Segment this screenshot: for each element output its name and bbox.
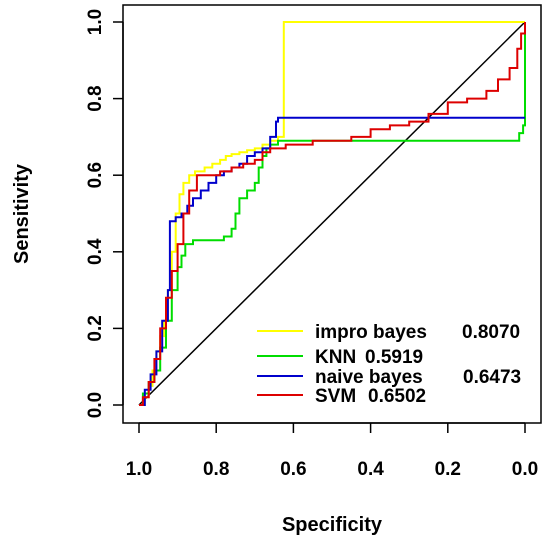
series-line-knn xyxy=(139,22,526,406)
y-tick-label: 0.6 xyxy=(85,162,106,188)
y-tick-label: 0.2 xyxy=(85,315,106,341)
y-axis: 0.0 0.2 0.4 0.6 0.8 1.0 xyxy=(85,9,124,418)
legend-auc-value: 0.5919 xyxy=(365,347,423,368)
x-tick-label: 0.0 xyxy=(512,459,538,480)
y-axis-title: Sensitivity xyxy=(11,163,33,264)
legend-auc-value: 0.6502 xyxy=(368,386,426,407)
x-axis-title: Specificity xyxy=(282,514,383,536)
reference-diagonal-line xyxy=(138,21,526,406)
series-line-svm xyxy=(139,22,526,406)
x-tick-label: 0.2 xyxy=(435,459,461,480)
y-tick-label: 0.8 xyxy=(85,85,106,111)
y-tick-label: 1.0 xyxy=(85,9,106,35)
legend-auc-value: 0.6473 xyxy=(463,367,521,388)
legend-label: KNN xyxy=(315,347,356,368)
x-tick-label: 1.0 xyxy=(126,459,152,480)
x-axis: 1.0 0.8 0.6 0.4 0.2 0.0 xyxy=(126,422,538,480)
series-layer xyxy=(139,21,526,406)
legend-label: SVM xyxy=(315,386,356,407)
y-tick-label: 0.0 xyxy=(85,392,106,418)
legend-label: impro bayes xyxy=(315,322,427,343)
x-tick-label: 0.4 xyxy=(357,459,384,480)
y-tick-label: 0.4 xyxy=(85,238,106,265)
x-tick-label: 0.6 xyxy=(280,459,306,480)
legend-label: naive bayes xyxy=(315,367,423,388)
series-line-naive-bayes xyxy=(139,116,525,406)
x-tick-label: 0.8 xyxy=(203,459,229,480)
legend-auc-value: 0.8070 xyxy=(462,322,520,343)
